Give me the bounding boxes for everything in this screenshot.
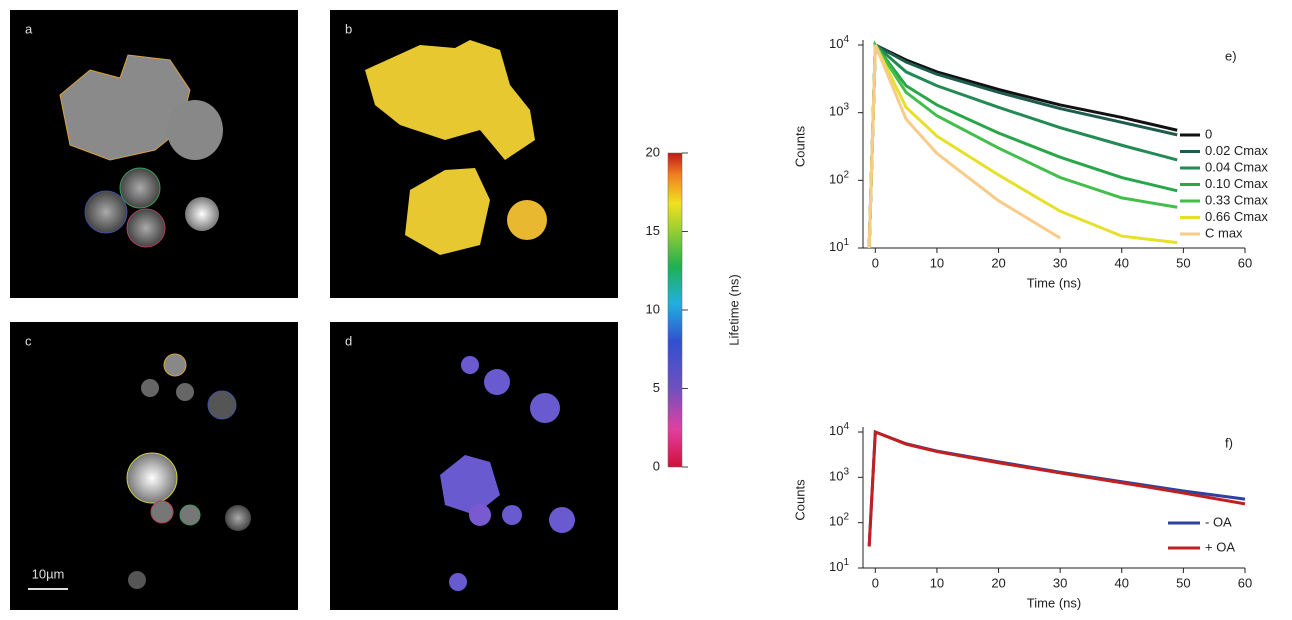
cell <box>207 390 237 420</box>
y-tick-label: 103 <box>829 101 849 119</box>
x-tick-label: 30 <box>1053 575 1067 590</box>
cell <box>225 505 251 531</box>
cell <box>167 100 223 160</box>
cell <box>126 452 178 504</box>
legend-label: 0 <box>1205 126 1212 141</box>
colorbar-tick-label: 20 <box>646 144 660 159</box>
y-tick-exponent: 1 <box>843 557 849 568</box>
cell <box>405 168 490 255</box>
x-tick-label: 50 <box>1176 255 1190 270</box>
legend-label: 0.10 Cmax <box>1205 176 1268 191</box>
y-tick-base: 10 <box>829 514 843 529</box>
cell <box>163 353 187 377</box>
cell <box>150 500 174 524</box>
y-tick-base: 10 <box>829 423 843 438</box>
y-tick-exponent: 2 <box>843 169 849 180</box>
series-line <box>867 41 1178 249</box>
panel-label: c <box>25 333 32 348</box>
x-tick-label: 20 <box>991 255 1005 270</box>
y-tick-base: 10 <box>829 469 843 484</box>
y-tick-base: 10 <box>829 172 843 187</box>
panel-label: a <box>25 21 33 36</box>
y-tick-base: 10 <box>829 239 843 254</box>
legend-label: - OA <box>1205 514 1232 529</box>
colorbar-label: Lifetime (ns) <box>726 274 741 346</box>
cell <box>84 190 128 234</box>
cell <box>179 504 201 526</box>
x-axis-label: Time (ns) <box>1027 275 1081 290</box>
y-tick-base: 10 <box>829 36 843 51</box>
y-axis-label: Counts <box>792 125 807 167</box>
y-axis-label: Counts <box>792 479 807 521</box>
cell <box>507 200 547 240</box>
colorbar-tick-label: 5 <box>653 380 660 395</box>
cell <box>128 571 146 589</box>
cell <box>59 54 191 161</box>
cell <box>119 167 161 209</box>
cell <box>549 507 575 533</box>
y-tick-label: 104 <box>829 34 849 52</box>
colorbar-tick-label: 0 <box>653 458 660 473</box>
cell <box>365 40 535 160</box>
series-line <box>867 429 1246 547</box>
cell <box>530 393 560 423</box>
colorbar-tick-label: 15 <box>646 223 660 238</box>
cell <box>502 505 522 525</box>
legend-label: C max <box>1205 225 1243 240</box>
legend-label: 0.02 Cmax <box>1205 143 1268 158</box>
cell <box>449 573 467 591</box>
y-tick-exponent: 1 <box>843 237 849 248</box>
x-tick-label: 40 <box>1115 575 1129 590</box>
x-tick-label: 10 <box>930 255 944 270</box>
legend-label: 0.66 Cmax <box>1205 209 1268 224</box>
y-tick-exponent: 3 <box>843 101 849 112</box>
panel-label: d <box>345 333 352 348</box>
colorbar-tick-label: 10 <box>646 301 660 316</box>
y-tick-label: 103 <box>829 466 849 484</box>
x-axis-label: Time (ns) <box>1027 595 1081 610</box>
x-tick-label: 30 <box>1053 255 1067 270</box>
cell <box>469 504 491 526</box>
legend-label: + OA <box>1205 539 1235 554</box>
image-panel <box>10 10 298 298</box>
y-tick-label: 101 <box>829 557 849 575</box>
colorbar <box>667 152 683 468</box>
cell <box>461 356 479 374</box>
y-tick-label: 102 <box>829 511 849 529</box>
y-tick-base: 10 <box>829 559 843 574</box>
cell <box>440 455 500 515</box>
y-tick-label: 101 <box>829 237 849 255</box>
y-tick-exponent: 3 <box>843 466 849 477</box>
x-tick-label: 50 <box>1176 575 1190 590</box>
y-tick-label: 104 <box>829 421 849 439</box>
x-tick-label: 20 <box>991 575 1005 590</box>
x-tick-label: 60 <box>1238 575 1252 590</box>
cell <box>141 379 159 397</box>
x-tick-label: 10 <box>930 575 944 590</box>
x-tick-label: 40 <box>1115 255 1129 270</box>
y-tick-label: 102 <box>829 169 849 187</box>
y-tick-base: 10 <box>829 104 843 119</box>
x-tick-label: 0 <box>872 255 879 270</box>
cell <box>176 383 194 401</box>
x-tick-label: 0 <box>872 575 879 590</box>
cell <box>484 369 510 395</box>
cell <box>185 197 219 231</box>
series-line <box>867 44 1061 249</box>
panel-label: e) <box>1225 48 1237 63</box>
y-tick-exponent: 4 <box>843 34 849 45</box>
y-tick-exponent: 2 <box>843 511 849 522</box>
panel-label: f) <box>1225 435 1233 450</box>
y-tick-exponent: 4 <box>843 421 849 432</box>
scale-bar-label: 10µm <box>32 566 65 581</box>
x-tick-label: 60 <box>1238 255 1252 270</box>
cell <box>126 208 166 248</box>
legend-label: 0.04 Cmax <box>1205 159 1268 174</box>
panel-label: b <box>345 21 352 36</box>
legend-label: 0.33 Cmax <box>1205 192 1268 207</box>
